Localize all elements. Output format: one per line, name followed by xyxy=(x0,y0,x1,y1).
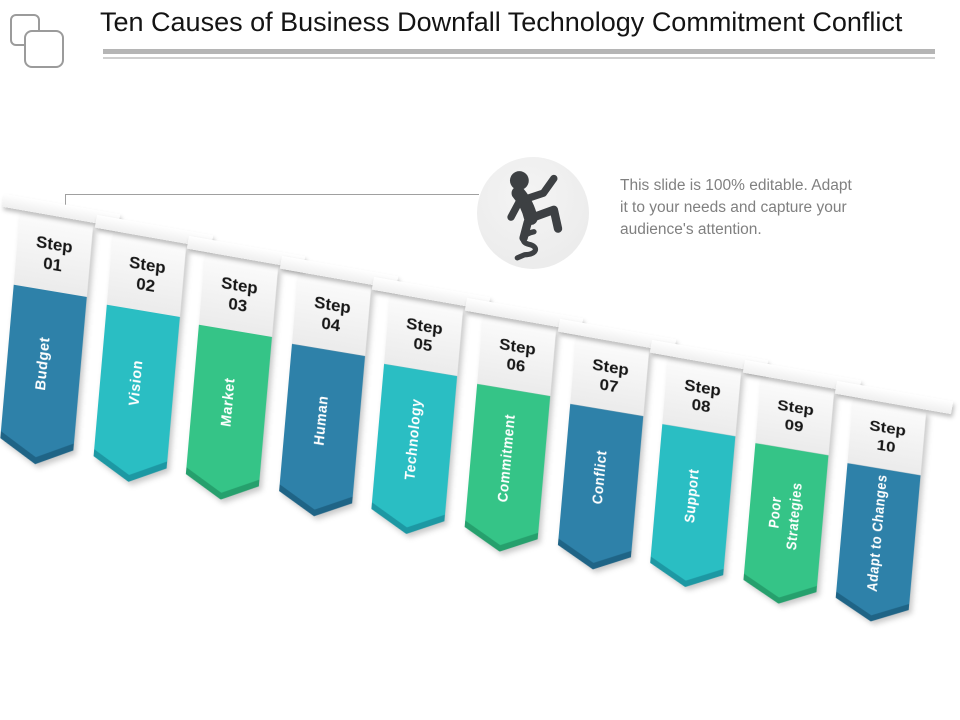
banner-body: Support xyxy=(649,424,736,593)
banner-body: Vision xyxy=(91,305,179,488)
falling-person-circle xyxy=(477,157,589,269)
banner-body: Human xyxy=(277,344,365,523)
banner-body: Adapt to Changes xyxy=(835,463,922,628)
step-banner: Step 03 Market xyxy=(205,235,306,518)
step-banner: Step 07 Conflict xyxy=(576,318,676,601)
banner-body: Conflict xyxy=(556,404,643,576)
banner-sheet: Step 06 Commitment xyxy=(463,317,557,558)
step-label: Step 01 xyxy=(33,232,73,278)
step-banner: Step 08 Support xyxy=(668,339,769,622)
step-label: Step 07 xyxy=(589,355,629,398)
banner-body: Budget xyxy=(0,285,87,471)
cause-label: Adapt to Changes xyxy=(865,473,892,594)
banner-step-header: Step 08 xyxy=(662,358,742,436)
banner-step-header: Step 04 xyxy=(291,275,372,357)
banner-step-header: Step 07 xyxy=(569,337,649,416)
cause-label: Market xyxy=(218,375,239,428)
banner-body: Poor Strategies xyxy=(742,443,829,610)
title-divider-thick xyxy=(103,49,935,54)
banner-sheet: Step 05 Technology xyxy=(370,296,464,540)
step-label: Step 04 xyxy=(311,294,351,338)
step-banner: Step 02 Vision xyxy=(113,214,213,497)
cause-label: Commitment xyxy=(495,412,519,504)
connector-line-vertical xyxy=(65,194,66,209)
banner-body: Market xyxy=(184,324,272,505)
cause-label: Conflict xyxy=(589,448,611,506)
cause-label: Vision xyxy=(125,358,146,408)
step-label: Step 02 xyxy=(126,253,166,299)
brand-logo-square-big xyxy=(24,30,64,68)
banner-sheet: Step 01 Budget xyxy=(0,213,94,471)
step-banner: Step 10 Adapt to Changes xyxy=(853,381,954,663)
step-label: Step 09 xyxy=(775,397,814,439)
step-label: Step 08 xyxy=(682,376,722,418)
page-title: Ten Causes of Business Downfall Technolo… xyxy=(100,7,903,37)
banner-step-header: Step 06 xyxy=(477,317,557,397)
cause-label: Human xyxy=(311,394,332,447)
step-banner: Step 05 Technology xyxy=(390,277,491,559)
banner-sheet: Step 07 Conflict xyxy=(556,337,649,576)
banner-sheet: Step 08 Support xyxy=(649,358,742,593)
brand-logo xyxy=(8,8,64,68)
slipping-person-money-icon xyxy=(507,171,563,261)
banner-step-header: Step 01 xyxy=(13,213,94,297)
banner-sheet: Step 04 Human xyxy=(277,275,372,523)
cause-label: Support xyxy=(682,467,703,525)
step-banner: Step 06 Commitment xyxy=(483,297,584,580)
step-banner: Step 09 Poor Strategies xyxy=(761,360,862,642)
banner-body: Technology xyxy=(370,364,458,540)
step-number: 04 xyxy=(320,314,341,336)
banner-sheet: Step 02 Vision xyxy=(91,233,186,488)
step-label: Step 06 xyxy=(497,335,537,378)
step-label: Step 03 xyxy=(219,273,259,318)
title-divider-thin xyxy=(103,57,935,59)
step-banner: Step 01 Budget xyxy=(20,193,121,476)
cause-label: Technology xyxy=(402,397,426,482)
step-label: Step 10 xyxy=(867,417,907,458)
connector-line-horizontal xyxy=(65,194,479,195)
step-banner: Step 04 Human xyxy=(298,256,399,538)
banner-step-header: Step 02 xyxy=(106,233,186,317)
banner-sheet: Step 09 Poor Strategies xyxy=(742,379,835,610)
banner-sheet: Step 03 Market xyxy=(184,254,279,506)
banner-body: Commitment xyxy=(463,384,550,558)
banner-step-header: Step 05 xyxy=(384,296,464,377)
cause-label: Poor Strategies xyxy=(766,481,806,552)
banner-sheet: Step 10 Adapt to Changes xyxy=(835,400,927,628)
step-label: Step 05 xyxy=(404,314,444,358)
banner-step-header: Step 03 xyxy=(199,254,279,337)
cause-label: Budget xyxy=(32,335,54,392)
editable-note-text: This slide is 100% editable. Adapt it to… xyxy=(620,177,852,238)
